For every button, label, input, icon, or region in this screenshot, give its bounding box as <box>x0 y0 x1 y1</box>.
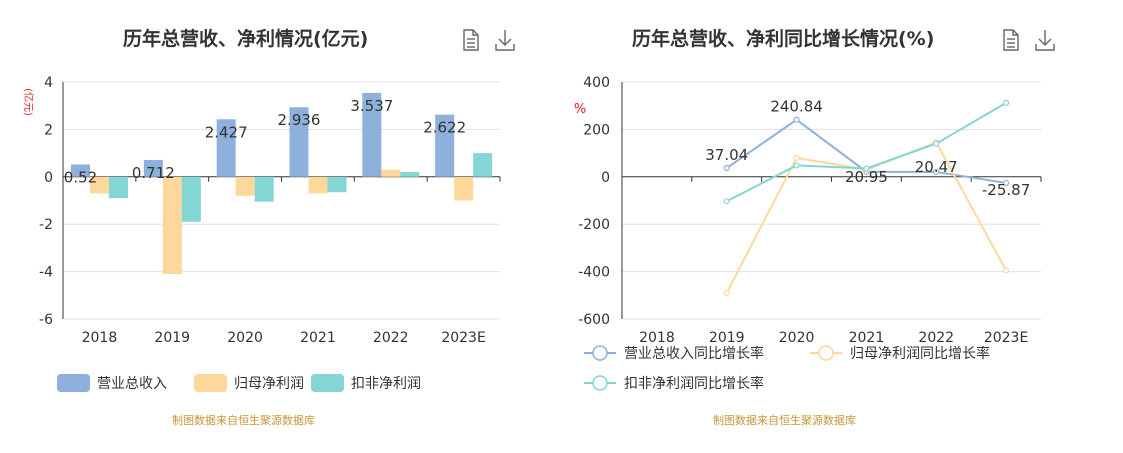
x-tick-label: 2020 <box>227 330 263 346</box>
data-view-icon[interactable] <box>460 28 482 52</box>
legend-swatch <box>311 374 344 392</box>
point-营业总收入同比增长率 <box>723 164 730 172</box>
data-label: 0.712 <box>132 164 175 182</box>
bar-归母净利润 <box>162 176 182 274</box>
bar-营业总收入 <box>143 159 163 177</box>
bar-营业总收入 <box>71 164 90 177</box>
chart-title: 历年总营收、净利情况(亿元) <box>123 28 369 50</box>
legend-label: 扣非净利润 <box>351 376 421 392</box>
data-source-note: 制图数据来自恒生聚源数据库 <box>713 414 856 427</box>
y-tick-label: -200 <box>578 217 610 233</box>
point-营业总收入同比增长率 <box>793 116 800 123</box>
point-营业总收入同比增长率 <box>1002 179 1010 187</box>
y-tick-label: 400 <box>583 75 610 91</box>
data-label: 20.95 <box>845 168 888 186</box>
bar-扣非净利润 <box>327 176 347 193</box>
growth-rate-panel: 历年总营收、净利同比增长情况(%) % 400 200 0 -200 -400 -600 20… <box>560 0 1123 453</box>
data-label: 2.427 <box>205 123 248 141</box>
point-归母净利润同比增长率 <box>793 154 800 161</box>
data-label: 2.622 <box>423 119 466 137</box>
data-view-icon[interactable] <box>1000 28 1022 52</box>
x-tick-label: 2019 <box>709 330 745 346</box>
y-axis-unit-label: % <box>574 102 586 117</box>
revenue-profit-panel: 历年总营收、净利情况(亿元) (亿元) 4 2 0 -2 -4 -6 2018 2019 2020… <box>0 0 560 453</box>
data-label: 240.84 <box>770 98 823 116</box>
y-tick-label: -2 <box>39 217 53 233</box>
y-tick-label: -6 <box>39 312 53 328</box>
y-tick-label: 2 <box>44 122 53 138</box>
point-扣非净利润同比增长率 <box>933 140 940 147</box>
data-label: 20.47 <box>915 158 958 176</box>
x-tick-label: 2019 <box>154 330 190 346</box>
y-tick-label: -600 <box>578 312 610 328</box>
chart-toolbox <box>1000 28 1056 52</box>
data-label: 37.04 <box>705 146 748 164</box>
x-tick-label: 2022 <box>918 330 954 346</box>
legend-label: 营业总收入同比增长率 <box>624 345 764 362</box>
y-tick-label: 0 <box>601 170 610 186</box>
legend-label: 归母净利润 <box>234 375 304 392</box>
bar-归母净利润 <box>308 176 328 194</box>
bar-扣非净利润 <box>400 172 420 177</box>
line-chart: % 400 200 0 -200 -400 -600 2018 2019 2020 2021 2022… <box>574 75 1042 392</box>
point-归母净利润同比增长率 <box>1002 267 1010 274</box>
bar-扣非净利润 <box>473 153 493 177</box>
data-label: 0.52 <box>64 168 97 186</box>
legend-marker <box>818 345 834 361</box>
download-icon[interactable] <box>494 28 516 52</box>
bar-营业总收入 <box>216 119 236 177</box>
bar-归母净利润 <box>90 176 109 194</box>
data-source-note: 制图数据来自恒生聚源数据库 <box>172 414 315 427</box>
y-tick-label: 0 <box>44 170 53 186</box>
legend-swatch <box>194 374 227 392</box>
bar-营业总收入 <box>289 107 309 177</box>
y-tick-label: -400 <box>578 265 610 281</box>
x-tick-label: 2021 <box>849 330 885 346</box>
x-tick-label: 2020 <box>779 330 815 346</box>
data-label: 2.936 <box>278 111 321 129</box>
point-扣非净利润同比增长率 <box>723 198 730 205</box>
y-tick-label: 4 <box>44 75 53 91</box>
legend-label: 营业总收入 <box>97 376 167 392</box>
bar-归母净利润 <box>381 169 401 177</box>
bar-营业总收入 <box>435 114 455 177</box>
bar-扣非净利润 <box>109 176 128 199</box>
chart-title: 历年总营收、净利同比增长情况(%) <box>632 28 935 50</box>
bar-扣非净利润 <box>254 176 274 202</box>
x-tick-label: 2018 <box>639 330 675 346</box>
chart-toolbox <box>460 28 516 52</box>
x-tick-label: 2023E <box>441 330 485 346</box>
x-tick-label: 2021 <box>300 330 336 346</box>
data-label: 3.537 <box>350 97 393 115</box>
bar-chart: (亿元) 4 2 0 -2 -4 -6 2018 2019 2020 2021 2022 2023E 0.… <box>22 75 501 392</box>
data-label: -25.87 <box>982 181 1030 199</box>
y-axis-unit-label: (亿元) <box>22 88 35 116</box>
point-扣非净利润同比增长率 <box>863 165 870 172</box>
bar-归母净利润 <box>235 176 255 196</box>
point-扣非净利润同比增长率 <box>1002 99 1010 106</box>
x-tick-label: 2022 <box>373 330 409 346</box>
legend-label: 归母净利润同比增长率 <box>850 345 990 362</box>
bar-归母净利润 <box>454 176 474 201</box>
bar-扣非净利润 <box>181 176 201 222</box>
series-line-归母净利润同比增长率 <box>725 141 1007 294</box>
y-tick-label: 200 <box>583 122 610 138</box>
point-扣非净利润同比增长率 <box>793 162 800 169</box>
point-归母净利润同比增长率 <box>723 289 730 297</box>
point-营业总收入同比增长率 <box>933 168 940 176</box>
legend-marker <box>592 375 608 391</box>
legend-marker <box>592 345 608 361</box>
x-tick-label: 2018 <box>82 330 118 346</box>
download-icon[interactable] <box>1034 28 1056 52</box>
legend-swatch <box>57 374 90 392</box>
x-tick-label: 2023E <box>984 330 1028 346</box>
legend-label: 扣非净利润同比增长率 <box>624 375 764 392</box>
bar-营业总收入 <box>362 92 382 177</box>
series-line-扣非净利润同比增长率 <box>726 101 1007 203</box>
y-tick-label: -4 <box>39 265 53 281</box>
